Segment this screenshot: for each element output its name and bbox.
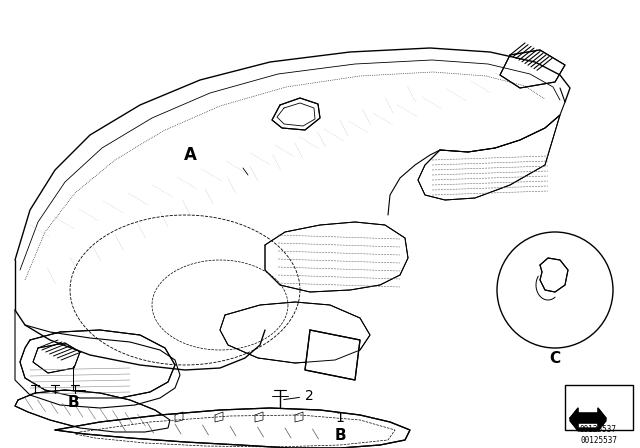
Polygon shape: [272, 98, 320, 130]
Text: B: B: [334, 427, 346, 443]
Text: 00125537: 00125537: [579, 425, 616, 434]
Polygon shape: [570, 408, 606, 428]
Polygon shape: [418, 115, 560, 200]
Text: B: B: [67, 395, 79, 409]
Text: 1: 1: [335, 411, 344, 425]
Bar: [565, 385, 633, 430]
Polygon shape: [570, 418, 606, 431]
Polygon shape: [540, 258, 568, 292]
Text: A: A: [184, 146, 196, 164]
Text: C: C: [549, 350, 561, 366]
Polygon shape: [265, 222, 408, 292]
Polygon shape: [500, 50, 565, 88]
Polygon shape: [55, 408, 410, 448]
Polygon shape: [305, 330, 360, 380]
Text: 2: 2: [284, 389, 314, 403]
Polygon shape: [20, 330, 175, 398]
Polygon shape: [33, 343, 80, 373]
Text: 00125537: 00125537: [580, 435, 618, 444]
Polygon shape: [220, 302, 370, 363]
Polygon shape: [15, 390, 170, 432]
